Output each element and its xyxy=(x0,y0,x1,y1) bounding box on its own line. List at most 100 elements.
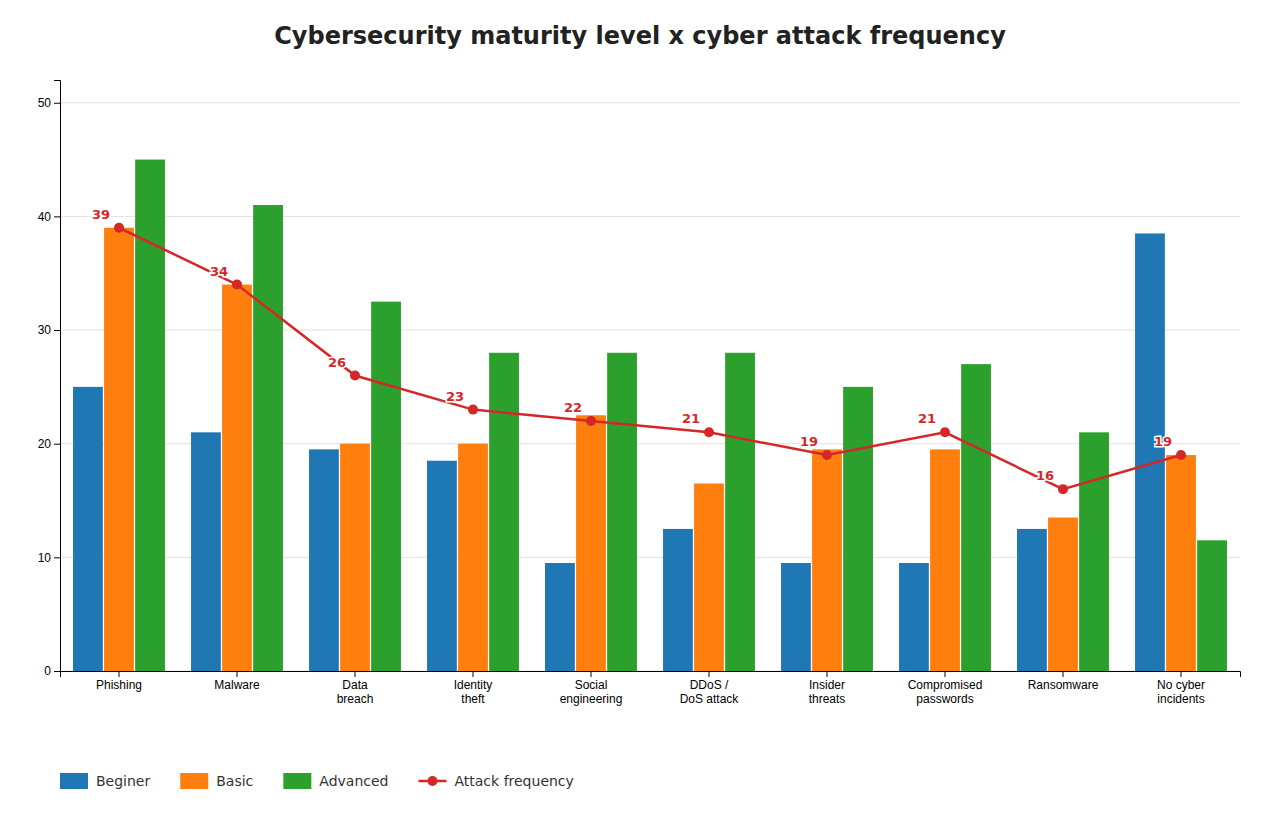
bar xyxy=(663,529,693,671)
y-tick: 0 xyxy=(44,664,60,678)
x-tick-mark xyxy=(355,671,356,677)
data-label: 39 xyxy=(92,207,110,222)
bar xyxy=(1135,233,1165,671)
legend-swatch xyxy=(180,773,208,789)
y-tick-label: 40 xyxy=(38,210,52,224)
marker xyxy=(232,280,242,290)
bar xyxy=(104,228,134,671)
bar xyxy=(781,563,811,671)
x-tick-mark xyxy=(709,671,710,677)
bar xyxy=(458,444,488,671)
bar xyxy=(961,364,991,671)
legend-marker xyxy=(427,776,437,786)
legend-item: Attack frequency xyxy=(418,773,573,789)
bar xyxy=(1079,432,1109,671)
x-tick-label: DDoS /DoS attack xyxy=(680,678,740,706)
y-tick-label: 50 xyxy=(38,96,52,110)
bar xyxy=(899,563,929,671)
x-tick-label: Malware xyxy=(214,678,260,692)
bar xyxy=(191,432,221,671)
bar xyxy=(545,563,575,671)
data-label: 34 xyxy=(210,264,228,279)
legend-swatch xyxy=(283,773,311,789)
x-tick-label: Phishing xyxy=(96,678,142,692)
data-label: 19 xyxy=(800,434,818,449)
x-tick: Ransomware xyxy=(1028,671,1099,692)
x-tick-label: Compromisedpasswords xyxy=(908,678,983,706)
x-tick: Phishing xyxy=(96,671,142,692)
legend-label: Basic xyxy=(216,773,253,789)
data-label: 19 xyxy=(1154,434,1172,449)
bar xyxy=(371,302,401,671)
bar xyxy=(843,387,873,671)
x-tick-label: Socialengineering xyxy=(560,678,623,706)
data-labels: 39342623222119211619 xyxy=(92,207,1172,483)
x-tick: No cyberincidents xyxy=(1157,671,1205,706)
marker xyxy=(1176,450,1186,460)
marker xyxy=(350,371,360,381)
x-tick-mark xyxy=(473,671,474,677)
x-tick-mark xyxy=(237,671,238,677)
y-tick-label: 10 xyxy=(38,551,52,565)
line-markers xyxy=(114,223,1186,494)
marker xyxy=(468,405,478,415)
data-label: 26 xyxy=(328,355,346,370)
x-tick-label: Databreach xyxy=(337,678,374,706)
y-tick: 50 xyxy=(38,96,60,110)
x-tick: Malware xyxy=(214,671,260,692)
bar xyxy=(222,285,252,671)
bar xyxy=(725,353,755,671)
y-tick-mark xyxy=(54,557,60,558)
legend-item: Advanced xyxy=(283,773,388,789)
y-tick-label: 0 xyxy=(44,664,51,678)
x-tick-mark xyxy=(1063,671,1064,677)
x-tick-label: Ransomware xyxy=(1028,678,1099,692)
legend-label: Advanced xyxy=(319,773,388,789)
legend-item: Basic xyxy=(180,773,253,789)
bar xyxy=(489,353,519,671)
title: Cybersecurity maturity level x cyber att… xyxy=(274,22,1006,50)
legend-swatch xyxy=(60,773,88,789)
bar xyxy=(694,483,724,671)
x-tick-mark xyxy=(591,671,592,677)
bar xyxy=(930,449,960,671)
y-tick: 40 xyxy=(38,210,60,224)
x-tick-mark xyxy=(945,671,946,677)
marker xyxy=(822,450,832,460)
bar xyxy=(340,444,370,671)
bar xyxy=(812,449,842,671)
x-tick: Insiderthreats xyxy=(809,671,846,706)
marker xyxy=(940,427,950,437)
marks xyxy=(73,160,1227,671)
x-tick: Identitytheft xyxy=(454,671,493,706)
x-axis: Phishing Malware Databreach Identitytheft So… xyxy=(61,671,1241,706)
bar-series xyxy=(73,233,1165,671)
bar xyxy=(607,353,637,671)
x-tick-mark xyxy=(119,671,120,677)
legend: BeginerBasicAdvancedAttack frequency xyxy=(60,773,574,789)
bar xyxy=(427,461,457,671)
x-tick-mark xyxy=(827,671,828,677)
data-label: 23 xyxy=(446,389,464,404)
y-tick-label: 30 xyxy=(38,323,52,337)
marker xyxy=(704,427,714,437)
chart: Cybersecurity maturity level x cyber att… xyxy=(0,0,1280,821)
x-tick: Databreach xyxy=(337,671,374,706)
y-tick: 20 xyxy=(38,437,60,451)
y-tick: 30 xyxy=(38,323,60,337)
y-tick-mark xyxy=(54,103,60,104)
bar xyxy=(135,160,165,671)
bar xyxy=(73,387,103,671)
bar xyxy=(1017,529,1047,671)
marker xyxy=(586,416,596,426)
y-tick-label: 20 xyxy=(38,437,52,451)
data-label: 16 xyxy=(1036,468,1054,483)
y-tick: 10 xyxy=(38,551,60,565)
grid-line xyxy=(60,102,1240,103)
bar xyxy=(576,415,606,671)
x-tick-label: Identitytheft xyxy=(454,678,493,706)
data-label: 21 xyxy=(918,411,936,426)
y-axis: 0 10 20 30 40 50 xyxy=(38,81,61,679)
data-label: 22 xyxy=(564,400,582,415)
line xyxy=(119,228,1181,489)
